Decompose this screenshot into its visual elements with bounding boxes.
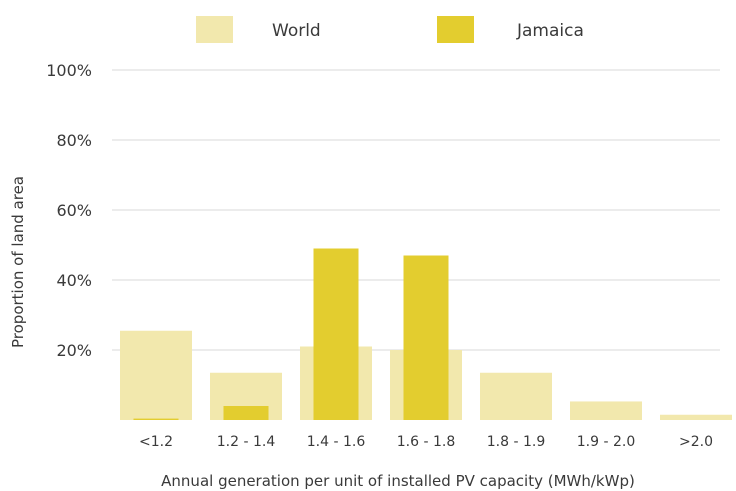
bar-world-1-2 — [120, 330, 192, 420]
y-axis-ticks: 20% 40% 60% 80% 100% — [46, 61, 92, 360]
y-tick-label: 60% — [56, 201, 92, 220]
legend-swatch-world — [196, 16, 233, 43]
x-tick-label: 1.6 - 1.8 — [397, 434, 455, 450]
y-tick-label: 80% — [56, 131, 92, 150]
x-tick-label: 1.2 - 1.4 — [217, 434, 276, 450]
legend-label-jamaica: Jamaica — [516, 21, 584, 41]
x-tick-label: >2.0 — [679, 434, 713, 450]
bar-jamaica-1-6-1-8 — [403, 255, 449, 420]
gridlines — [112, 69, 720, 351]
x-tick-label: 1.9 - 2.0 — [577, 434, 635, 450]
x-tick-label: 1.8 - 1.9 — [487, 434, 545, 450]
x-tick-label: <1.2 — [139, 434, 173, 450]
x-axis-title: Annual generation per unit of installed … — [161, 472, 635, 490]
bar-world-1-8-1-9 — [480, 372, 552, 420]
legend-label-world: World — [272, 21, 321, 41]
y-tick-label: 40% — [56, 271, 92, 290]
bar-jamaica-1-2-1-4 — [223, 406, 269, 420]
y-tick-label: 20% — [56, 341, 92, 360]
legend-swatch-jamaica — [437, 16, 474, 43]
y-tick-label: 100% — [46, 61, 92, 80]
bars — [120, 248, 732, 420]
bar-world-1-9-2-0 — [570, 401, 642, 420]
x-tick-label: 1.4 - 1.6 — [307, 434, 366, 450]
bar-jamaica-1-2 — [133, 418, 179, 420]
y-axis-title: Proportion of land area — [9, 176, 27, 348]
bar-world-2-0 — [660, 414, 732, 420]
bar-jamaica-1-4-1-6 — [313, 248, 359, 420]
x-axis-ticks: <1.2 1.2 - 1.4 1.4 - 1.6 1.6 - 1.8 1.8 - 1.9… — [139, 434, 713, 450]
legend: World Jamaica — [196, 16, 584, 43]
